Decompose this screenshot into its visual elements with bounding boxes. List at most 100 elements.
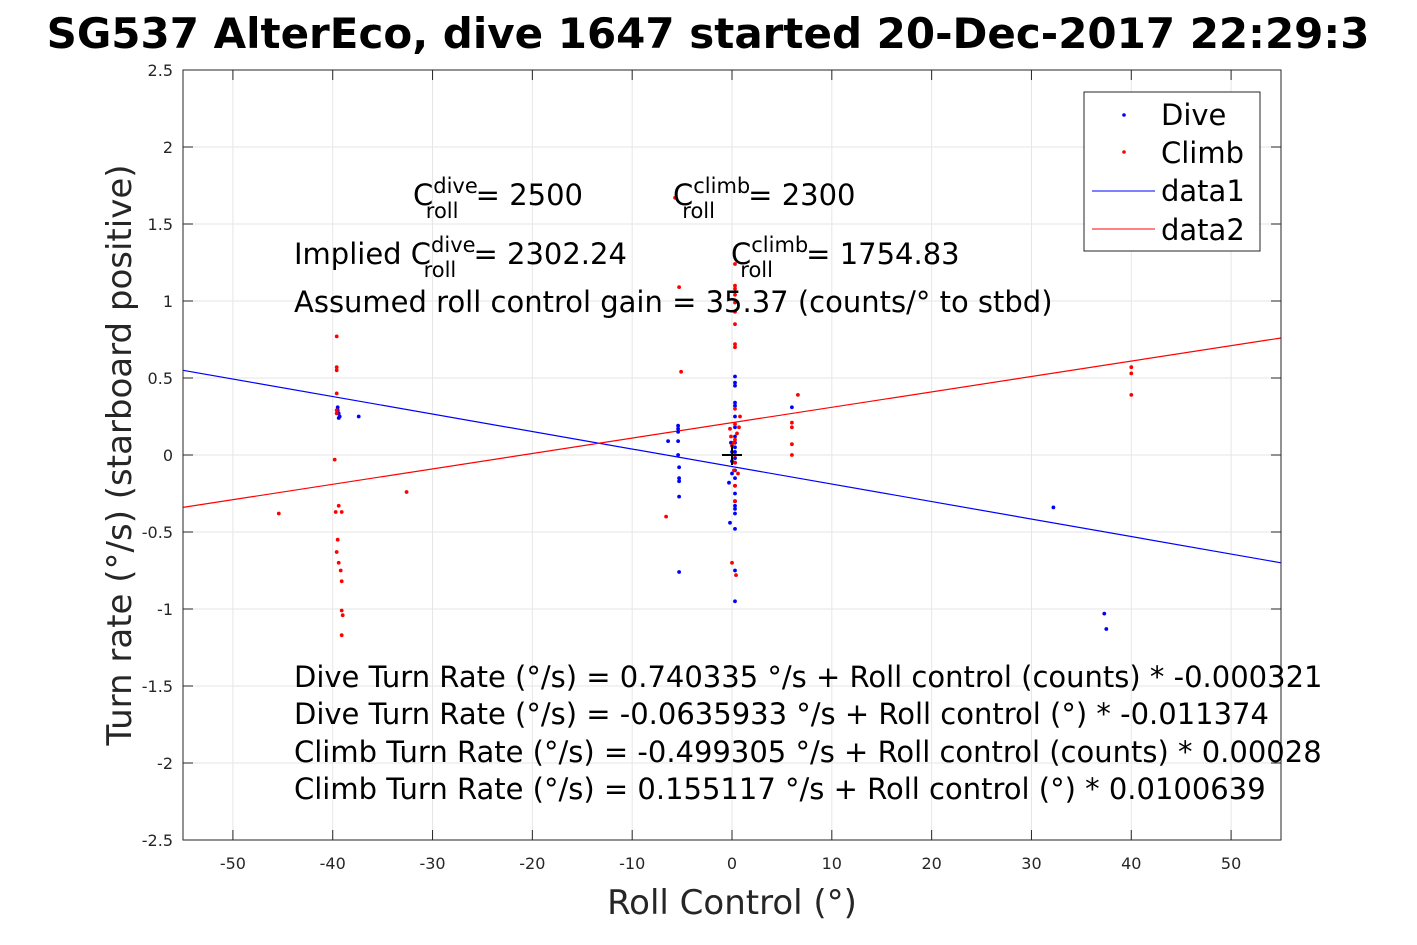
- point-climb: [339, 633, 344, 638]
- point-climb: [335, 537, 340, 542]
- point-climb: [733, 300, 737, 305]
- point-climb: [733, 292, 737, 297]
- point-climb: [729, 434, 733, 439]
- point-dive: [677, 570, 681, 574]
- point-dive: [730, 471, 734, 476]
- point-climb: [336, 503, 341, 508]
- point-climb: [733, 283, 737, 288]
- point-climb: [733, 286, 737, 291]
- y-tick-label: 2.5: [148, 61, 173, 80]
- legend: Dive Climb data1 data2: [1083, 91, 1261, 252]
- point-climb: [790, 420, 794, 425]
- point-dive: [733, 414, 737, 419]
- x-tick-label: -20: [519, 854, 545, 873]
- point-climb: [1129, 371, 1134, 376]
- point-dive: [666, 439, 670, 443]
- point-dive: [676, 426, 680, 431]
- legend-dive-label: Dive: [1161, 98, 1226, 132]
- point-climb: [334, 334, 339, 339]
- y-tick-label: 0.5: [148, 369, 173, 388]
- climb-equation-counts: Climb Turn Rate (°/s) = -0.499305 °/s + …: [294, 735, 1322, 769]
- point-climb: [730, 560, 734, 565]
- point-dive: [1102, 611, 1107, 616]
- point-dive: [676, 430, 680, 434]
- point-climb: [790, 442, 794, 447]
- roll-gain-annotation: Assumed roll control gain = 35.37 (count…: [294, 285, 1053, 319]
- point-dive: [335, 405, 340, 410]
- y-tick-label: 1.5: [148, 215, 173, 234]
- point-dive: [733, 374, 737, 379]
- legend-dive-marker: [1122, 113, 1126, 117]
- point-climb: [732, 440, 736, 445]
- point-climb: [733, 460, 737, 465]
- point-dive: [733, 425, 737, 430]
- c-climb-annotation: Cclimb roll = 2300: [673, 174, 856, 223]
- point-climb: [728, 426, 732, 431]
- point-dive: [677, 465, 681, 470]
- point-climb: [340, 613, 345, 618]
- y-tick-label: -2: [157, 754, 173, 773]
- point-dive: [733, 456, 737, 460]
- point-dive: [733, 476, 737, 480]
- x-tick-label: 20: [921, 854, 941, 873]
- point-dive: [728, 520, 732, 525]
- point-climb: [733, 437, 737, 442]
- dive-equation-degrees: Dive Turn Rate (°/s) = -0.0635933 °/s + …: [294, 697, 1269, 731]
- point-dive: [733, 400, 737, 405]
- climb-equation-degrees: Climb Turn Rate (°/s) = 0.155117 °/s + R…: [294, 772, 1266, 806]
- point-climb: [790, 425, 794, 430]
- point-dive: [790, 405, 794, 410]
- series-line-data1: [182, 369, 1282, 564]
- fit-lines: [182, 337, 1282, 564]
- coefficient-annotations: Cdive roll = 2500 Cclimb roll = 2300 Impli…: [294, 174, 1322, 806]
- point-dive: [733, 599, 737, 604]
- point-climb: [733, 262, 737, 266]
- y-tick-label: -0.5: [142, 523, 173, 542]
- y-axis-ticks: -2.5 -2 -1.5 -1 -0.5 0 0.5 1 1.5 2 2.5: [142, 61, 1281, 850]
- y-tick-label: 2: [163, 138, 173, 157]
- point-dive: [733, 434, 737, 439]
- point-climb: [334, 368, 339, 373]
- point-dive: [676, 453, 680, 457]
- point-climb: [733, 345, 737, 350]
- point-climb: [735, 431, 739, 436]
- point-climb: [733, 499, 737, 504]
- point-dive: [677, 479, 681, 484]
- point-climb: [733, 309, 737, 314]
- point-dive: [733, 383, 737, 388]
- point-climb: [733, 406, 737, 411]
- point-dive: [733, 403, 737, 408]
- point-climb: [738, 414, 742, 419]
- point-climb: [733, 342, 737, 346]
- point-dive: [733, 445, 737, 450]
- series-line-data2: [182, 337, 1282, 508]
- point-dive: [733, 568, 737, 573]
- point-dive: [677, 494, 681, 499]
- origin-cross-marker: [722, 445, 742, 465]
- x-tick-label: 10: [822, 854, 842, 873]
- point-climb: [677, 285, 681, 289]
- point-climb: [334, 365, 339, 370]
- point-climb: [334, 411, 339, 416]
- x-tick-label: -30: [419, 854, 445, 873]
- point-climb: [673, 195, 677, 200]
- legend-climb-marker: [1122, 150, 1126, 154]
- point-climb: [339, 510, 344, 514]
- y-tick-label: -1: [157, 600, 173, 619]
- point-climb: [332, 457, 337, 462]
- dive-equation-counts: Dive Turn Rate (°/s) = 0.740335 °/s + Ro…: [294, 660, 1322, 694]
- point-climb: [734, 573, 738, 577]
- y-tick-label: 0: [163, 446, 173, 465]
- x-tick-label: -10: [619, 854, 645, 873]
- point-climb: [733, 322, 737, 326]
- x-tick-label: -50: [220, 854, 246, 873]
- point-dive: [733, 511, 737, 516]
- implied-dive-annotation: Implied Cdive roll = 2302.24: [294, 233, 627, 282]
- legend-climb-label: Climb: [1161, 136, 1244, 170]
- legend-data1-label: data1: [1161, 174, 1245, 208]
- point-dive: [676, 423, 680, 428]
- point-climb: [339, 579, 344, 584]
- point-climb: [733, 422, 737, 427]
- point-dive: [729, 440, 733, 445]
